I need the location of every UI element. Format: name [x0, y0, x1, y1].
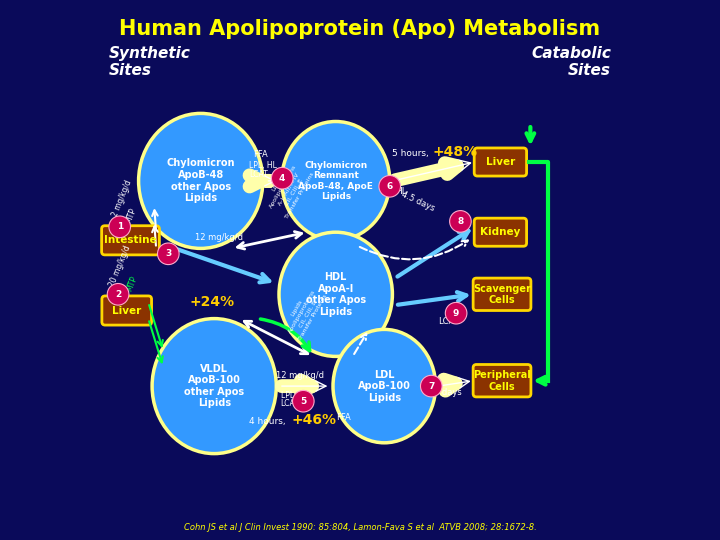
Text: Chylomicron
ApoB-48
other Apos
Lipids: Chylomicron ApoB-48 other Apos Lipids: [166, 159, 235, 203]
Text: Lipids
Apolipoproteins
CII, CIII, E
Transfer Proteins: Lipids Apolipoproteins CII, CIII, E Tran…: [282, 284, 328, 341]
Text: FFA: FFA: [253, 150, 268, 159]
Text: 2: 2: [115, 290, 121, 299]
Ellipse shape: [152, 319, 276, 454]
Circle shape: [379, 176, 400, 197]
Text: 12 mg/kg/d: 12 mg/kg/d: [195, 233, 243, 242]
Text: LCAT: LCAT: [438, 317, 459, 326]
Text: Lipids
Apolipoproteins
A-I, AII, A-IV
CII, CIII, E
Transfer Proteins: Lipids Apolipoproteins A-I, AII, A-IV CI…: [263, 159, 315, 220]
Circle shape: [449, 211, 472, 232]
Text: 8: 8: [457, 217, 464, 226]
Text: Chylomicron
Remnant
ApoB-48, ApoE
Lipids: Chylomicron Remnant ApoB-48, ApoE Lipids: [298, 161, 373, 201]
Text: Kidney: Kidney: [480, 227, 521, 237]
Text: MTP: MTP: [125, 274, 140, 293]
Circle shape: [271, 167, 293, 189]
Circle shape: [420, 375, 442, 397]
Text: LCAT: LCAT: [281, 399, 300, 408]
Text: 5: 5: [300, 397, 307, 406]
Text: LPL, HL: LPL, HL: [281, 391, 308, 400]
Circle shape: [107, 284, 129, 305]
Text: 4: 4: [279, 174, 285, 183]
Text: Liver: Liver: [486, 157, 515, 167]
FancyBboxPatch shape: [474, 148, 526, 176]
Text: 5 hours,: 5 hours,: [392, 148, 429, 158]
Text: Catabolic
Sites: Catabolic Sites: [531, 46, 611, 78]
Text: 12 mg/kg/d: 12 mg/kg/d: [276, 371, 324, 380]
Text: LPL, HL: LPL, HL: [249, 161, 277, 171]
Text: FFA: FFA: [336, 413, 351, 422]
Text: LDL
ApoB-100
Lipids: LDL ApoB-100 Lipids: [358, 369, 410, 403]
Text: HL: HL: [395, 187, 407, 197]
Ellipse shape: [333, 329, 436, 443]
FancyBboxPatch shape: [474, 218, 526, 246]
Text: +48%: +48%: [433, 145, 478, 159]
Text: +24%: +24%: [190, 295, 235, 309]
Ellipse shape: [282, 122, 390, 240]
Text: Liver: Liver: [112, 306, 141, 315]
Text: Cohn JS et al J Clin Invest 1990: 85:804, Lamon-Fava S et al  ATVB 2008; 28:1672: Cohn JS et al J Clin Invest 1990: 85:804…: [184, 523, 536, 532]
Text: 3.5 days: 3.5 days: [426, 388, 462, 397]
Text: Human Apolipoprotein (Apo) Metabolism: Human Apolipoprotein (Apo) Metabolism: [120, 19, 600, 39]
Circle shape: [445, 302, 467, 324]
Text: Intestine: Intestine: [104, 235, 157, 245]
Text: 3: 3: [165, 249, 171, 258]
Ellipse shape: [138, 113, 263, 248]
Circle shape: [109, 216, 130, 238]
FancyBboxPatch shape: [102, 226, 159, 255]
Circle shape: [158, 243, 179, 265]
FancyBboxPatch shape: [473, 278, 531, 310]
Text: MTP: MTP: [124, 206, 138, 225]
Text: 20 mg/kg/d: 20 mg/kg/d: [107, 244, 132, 288]
Text: LCAT: LCAT: [249, 170, 268, 179]
Ellipse shape: [279, 232, 392, 356]
FancyBboxPatch shape: [473, 364, 531, 397]
Text: 4 hours,: 4 hours,: [249, 417, 286, 426]
Text: 2 mg/kg/d: 2 mg/kg/d: [111, 179, 133, 218]
Text: 4.5 days: 4.5 days: [400, 190, 436, 213]
Text: Peripheral
Cells: Peripheral Cells: [473, 370, 531, 392]
Text: +46%: +46%: [292, 413, 336, 427]
Text: 6: 6: [387, 182, 393, 191]
Text: 7: 7: [428, 382, 434, 390]
Text: Scavenger
Cells: Scavenger Cells: [473, 284, 531, 305]
Text: HDL
ApoA-I
other Apos
Lipids: HDL ApoA-I other Apos Lipids: [305, 272, 366, 316]
FancyBboxPatch shape: [102, 296, 152, 325]
Text: 1: 1: [117, 222, 123, 231]
Circle shape: [292, 390, 314, 412]
Text: VLDL
ApoB-100
other Apos
Lipids: VLDL ApoB-100 other Apos Lipids: [184, 364, 244, 408]
Text: Synthetic
Sites: Synthetic Sites: [109, 46, 191, 78]
Text: 9: 9: [453, 309, 459, 318]
